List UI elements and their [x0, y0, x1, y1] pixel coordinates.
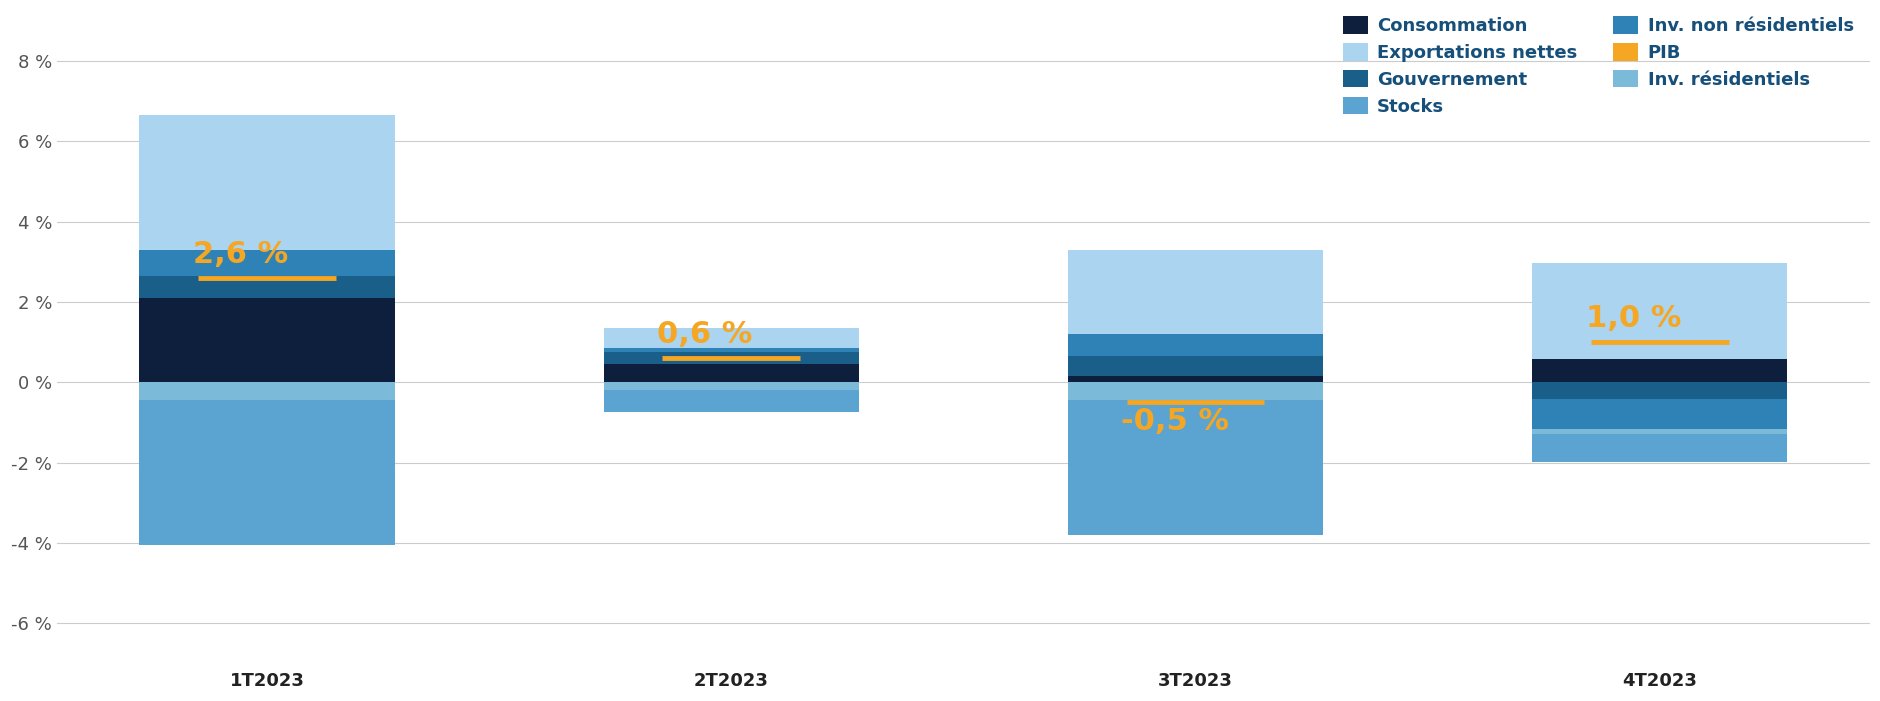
- Bar: [139, 382, 395, 400]
- Bar: [1532, 382, 1786, 399]
- Bar: [1068, 382, 1322, 400]
- Bar: [603, 348, 859, 352]
- Text: 1,0 %: 1,0 %: [1585, 304, 1681, 333]
- Bar: [139, 275, 395, 298]
- Bar: [139, 298, 395, 382]
- Bar: [1532, 263, 1786, 360]
- Bar: [1068, 356, 1322, 376]
- Text: 0,6 %: 0,6 %: [656, 320, 752, 349]
- Text: 2,6 %: 2,6 %: [192, 240, 288, 269]
- Bar: [139, 400, 395, 545]
- Bar: [1532, 429, 1786, 435]
- Bar: [603, 382, 859, 390]
- Bar: [603, 390, 859, 412]
- Bar: [1068, 376, 1322, 382]
- Bar: [603, 328, 859, 348]
- Bar: [1532, 399, 1786, 429]
- Bar: [1068, 400, 1322, 535]
- Text: -0,5 %: -0,5 %: [1120, 407, 1228, 437]
- Legend: Consommation, Exportations nettes, Gouvernement, Stocks, Inv. non résidentiels, : Consommation, Exportations nettes, Gouve…: [1335, 9, 1859, 123]
- Bar: [1532, 435, 1786, 462]
- Bar: [139, 115, 395, 250]
- Bar: [139, 250, 395, 275]
- Bar: [1532, 360, 1786, 382]
- Bar: [603, 352, 859, 364]
- Bar: [603, 364, 859, 382]
- Bar: [1068, 334, 1322, 356]
- Bar: [1068, 250, 1322, 334]
